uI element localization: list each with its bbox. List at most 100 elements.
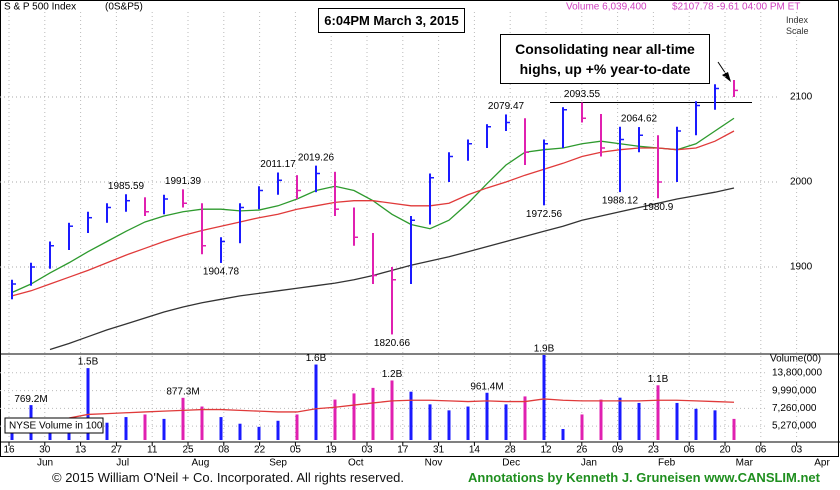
- x-day-label: 11: [147, 445, 158, 456]
- x-day-label: 14: [469, 445, 481, 456]
- volume-tick-label: 13,800,000: [772, 367, 822, 378]
- x-day-label: 26: [576, 445, 588, 456]
- x-day-label: 19: [326, 445, 338, 456]
- x-day-label: 03: [791, 445, 803, 456]
- volume-tick-label: 7,260,000: [772, 403, 817, 414]
- price-label: 1988.12: [602, 196, 639, 207]
- timestamp: 6:04PM March 3, 2015: [318, 8, 465, 33]
- x-day-label: 25: [182, 445, 194, 456]
- x-month-label: Jul: [116, 458, 129, 469]
- volume-bar: [618, 397, 622, 440]
- x-month-label: Aug: [192, 458, 210, 469]
- volume-average: [11, 398, 735, 424]
- x-day-label: 31: [433, 445, 445, 456]
- copyright: © 2015 William O'Neil + Co. Incorporated…: [52, 470, 405, 485]
- annotation: Consolidating near all-time highs, up +%…: [500, 34, 710, 84]
- volume-label: 769.2M: [14, 394, 47, 405]
- x-month-label: Jan: [581, 458, 597, 469]
- price-label: 1820.66: [374, 338, 411, 349]
- volume-bar: [542, 355, 546, 440]
- x-month-label: Oct: [348, 458, 364, 469]
- volume-bar: [86, 368, 90, 440]
- moving-average: [11, 130, 735, 297]
- volume-bar: [580, 414, 584, 440]
- volume-label: 1.5B: [78, 357, 99, 368]
- x-day-label: 30: [39, 445, 51, 456]
- x-day-label: 13: [75, 445, 87, 456]
- volume-note: NYSE Volume in 100: [9, 421, 103, 432]
- price-label: 2064.62: [621, 114, 658, 125]
- volume-bar: [523, 396, 527, 440]
- x-day-label: 03: [361, 445, 373, 456]
- x-month-label: Feb: [658, 458, 676, 469]
- volume-tick-label: 5,270,000: [772, 421, 817, 432]
- x-day-label: 27: [111, 445, 123, 456]
- volume-bar: [656, 385, 660, 440]
- volume-bar: [333, 399, 337, 440]
- volume-bar: [200, 406, 204, 440]
- volume-bar: [105, 422, 109, 440]
- volume-bar: [295, 414, 299, 440]
- x-month-label: Sep: [269, 458, 287, 469]
- price-label: 2093.55: [564, 89, 601, 100]
- volume-bar: [276, 420, 280, 440]
- x-day-label: 08: [218, 445, 230, 456]
- volume-bar: [561, 428, 565, 440]
- volume-bar: [504, 404, 508, 440]
- volume-label: 1.9B: [534, 344, 555, 355]
- symbol: (0S&P5): [105, 2, 143, 13]
- volume-bar: [732, 418, 736, 440]
- x-month-label: Apr: [814, 458, 830, 469]
- y-tick-label: 2000: [790, 177, 813, 188]
- x-day-label: 17: [397, 445, 409, 456]
- volume-axis-label: Volume(00): [770, 354, 821, 365]
- volume-bar: [371, 387, 375, 440]
- y-tick-label: 2100: [790, 92, 813, 103]
- volume-bar: [352, 393, 356, 440]
- price-label: 1980.9: [643, 202, 674, 213]
- x-day-label: 05: [290, 445, 302, 456]
- x-day-label: 12: [540, 445, 552, 456]
- volume-bar: [143, 414, 147, 440]
- x-month-label: Nov: [425, 458, 443, 469]
- volume-bar: [314, 364, 318, 440]
- volume-bar: [181, 397, 185, 440]
- x-day-label: 22: [254, 445, 266, 456]
- price-label: 1985.59: [108, 181, 145, 192]
- price-label: 1904.78: [203, 267, 240, 278]
- volume-label: 877.3M: [166, 386, 199, 397]
- x-day-label: 28: [505, 445, 517, 456]
- arrow-head: [722, 72, 731, 82]
- x-day-label: 06: [684, 445, 696, 456]
- price-label: 2079.47: [488, 101, 525, 112]
- title: S & P 500 Index: [4, 2, 76, 13]
- volume-bar: [637, 402, 641, 440]
- frame: [0, 0, 839, 457]
- x-day-label: 09: [612, 445, 624, 456]
- price-label: 2011.17: [260, 159, 296, 170]
- quote: $2107.78 -9.61 04:00 PM ET: [672, 2, 800, 13]
- credit: Annotations by Kenneth J. Gruneisen www.…: [468, 470, 820, 485]
- volume-bar: [466, 406, 470, 440]
- volume-bar: [238, 423, 242, 440]
- volume-bar: [390, 380, 394, 440]
- volume-bar: [219, 417, 223, 440]
- volume-bar: [257, 426, 261, 440]
- x-day-label: 23: [648, 445, 660, 456]
- volume-bar: [694, 408, 698, 440]
- volume-bar: [485, 392, 489, 440]
- x-month-label: Jun: [37, 458, 53, 469]
- volume-label: 961.4M: [470, 381, 503, 392]
- volume-label: 1.1B: [648, 374, 669, 385]
- y-tick-label: 1900: [790, 262, 813, 273]
- x-day-label: 16: [3, 445, 15, 456]
- x-day-label: 06: [755, 445, 767, 456]
- volume-bar: [428, 404, 432, 440]
- price-label: 2019.26: [298, 152, 335, 163]
- axis-label: Index Scale: [786, 15, 809, 36]
- volume-bar: [124, 417, 128, 440]
- volume-bar: [675, 402, 679, 440]
- price-label: 1972.56: [526, 209, 563, 220]
- x-month-label: Mar: [736, 458, 754, 469]
